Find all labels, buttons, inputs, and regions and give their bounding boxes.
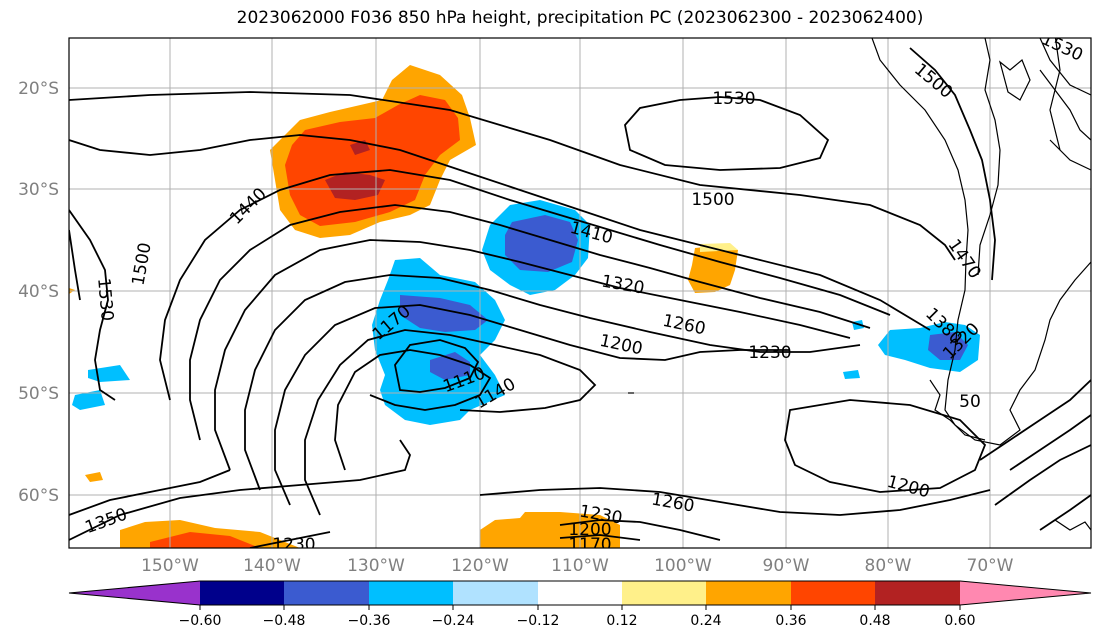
colorbar-label: 0.12: [606, 613, 637, 629]
graticule: [69, 38, 1091, 548]
colorbar: −0.60 −0.48 −0.36 −0.24 −0.12 0.12 0.24 …: [68, 580, 1092, 629]
colorbar-ticks: [199, 605, 961, 610]
contour-label: 50: [959, 392, 981, 412]
colorbar-label: −0.60: [179, 613, 222, 629]
lon-label: 150°W: [141, 556, 199, 576]
colorbar-segment: [622, 581, 706, 605]
lon-label: 90°W: [763, 556, 810, 576]
colorbar-label: 0.24: [690, 613, 721, 629]
colorbar-label: 0.36: [775, 613, 806, 629]
height-contours: [69, 47, 1091, 548]
colorbar-segment: [706, 581, 791, 605]
colorbar-label: −0.36: [348, 613, 391, 629]
lat-label: 40°S: [18, 282, 59, 302]
map-frame: [68, 37, 1092, 549]
contour-label: 1170: [568, 535, 611, 555]
lon-label: 70°W: [967, 556, 1014, 576]
lon-label: 130°W: [347, 556, 405, 576]
contour-label: 1500: [691, 190, 734, 210]
lat-label: 50°S: [18, 384, 59, 404]
lat-label: 60°S: [18, 486, 59, 506]
colorbar-label: −0.12: [517, 613, 560, 629]
colorbar-segment: [453, 581, 538, 605]
colorbar-segments: [69, 581, 1091, 605]
map-title: 2023062000 F036 850 hPa height, precipit…: [236, 8, 924, 28]
colorbar-labels: −0.60 −0.48 −0.36 −0.24 −0.12 0.12 0.24 …: [179, 613, 976, 629]
contour-label: 1230: [748, 343, 791, 363]
contour-label: 1200: [568, 520, 611, 540]
colorbar-segment: [791, 581, 875, 605]
colorbar-label: −0.48: [263, 613, 306, 629]
contour-labels: 1530 1500 1530 1500 1440 1410 1320 1260 …: [83, 38, 1086, 555]
colorbar-segment: [960, 581, 1091, 605]
lon-label: 140°W: [243, 556, 301, 576]
longitude-labels: 150°W 140°W 130°W 120°W 110°W 100°W 90°W…: [141, 556, 1014, 576]
colorbar-segment: [875, 581, 960, 605]
precip-negative-areas: [72, 200, 980, 425]
lon-label: 110°W: [551, 556, 609, 576]
map-plot-area: 1530 1500 1530 1500 1440 1410 1320 1260 …: [69, 38, 1091, 555]
colorbar-segment: [538, 581, 622, 605]
contour-label: 1230: [272, 535, 315, 555]
coastline: [628, 38, 1091, 531]
lon-label: 120°W: [451, 556, 509, 576]
colorbar-label: −0.24: [432, 613, 475, 629]
colorbar-label: 0.60: [944, 613, 975, 629]
colorbar-label: 0.48: [859, 613, 890, 629]
colorbar-segment: [284, 581, 369, 605]
latitude-labels: 20°S 30°S 40°S 50°S 60°S: [18, 79, 59, 506]
colorbar-segment: [369, 581, 453, 605]
lon-label: 80°W: [865, 556, 912, 576]
contour-label: 1530: [712, 89, 755, 109]
colorbar-segment: [200, 581, 284, 605]
contour-label: 1530: [93, 277, 117, 322]
lon-label: 100°W: [654, 556, 712, 576]
lat-label: 30°S: [18, 180, 59, 200]
lat-label: 20°S: [18, 79, 59, 99]
precip-positive-areas: [69, 65, 738, 548]
colorbar-segment: [69, 581, 200, 605]
